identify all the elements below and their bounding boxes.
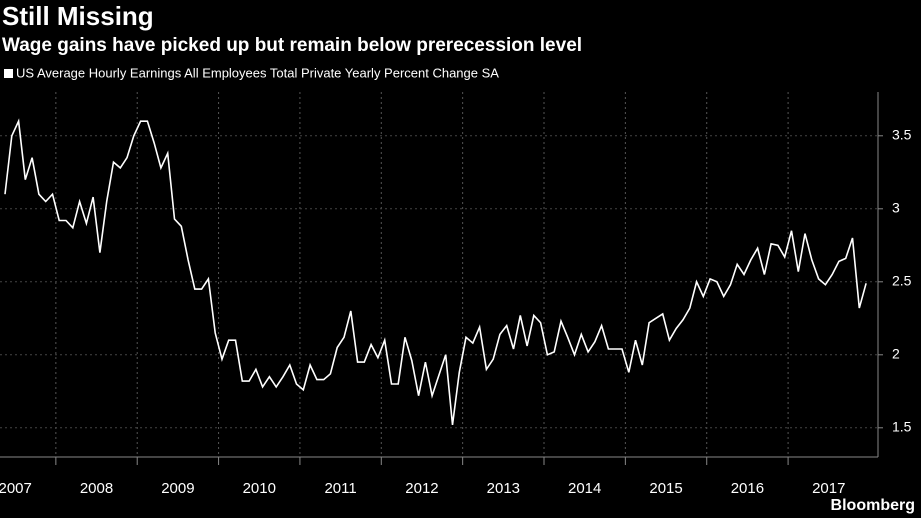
y-tick-label: 2 [892, 346, 900, 362]
x-tick-label: 2013 [487, 480, 520, 497]
y-tick-label: 3.5 [892, 127, 912, 143]
x-tick-label: 2008 [80, 480, 113, 497]
data-line [4, 118, 867, 426]
x-tick-label: 2009 [161, 480, 194, 497]
x-tick-label: 2017 [812, 480, 845, 497]
y-tick-label: 1.5 [892, 419, 912, 435]
x-tick-label: 2012 [405, 480, 438, 497]
chart-title: Still Missing [2, 1, 154, 31]
chart-subtitle: Wage gains have picked up but remain bel… [2, 35, 582, 56]
x-tick-label: 2010 [243, 480, 276, 497]
x-tick-label: 2014 [568, 480, 601, 497]
x-tick-label: 2015 [649, 480, 682, 497]
x-tick-label: 2016 [731, 480, 764, 497]
y-tick-label: 3 [892, 200, 900, 216]
x-tick-label: 2007 [0, 480, 32, 497]
x-tick-label: 2011 [324, 480, 356, 497]
source: Bloomberg [831, 497, 915, 514]
legend-swatch [4, 69, 13, 78]
legend-label: US Average Hourly Earnings All Employees… [16, 65, 499, 80]
y-tick-label: 2.5 [892, 273, 912, 289]
